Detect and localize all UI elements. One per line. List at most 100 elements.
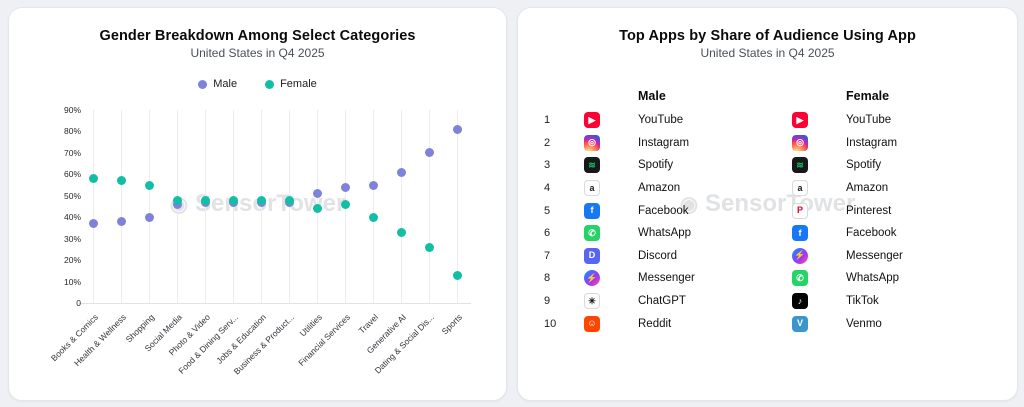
legend-label: Female: [280, 78, 317, 90]
female-app-name: Pinterest: [846, 204, 892, 217]
top-apps-card: Top Apps by Share of Audience Using App …: [517, 7, 1018, 401]
app-row: 1 ▶ YouTube ▶ YouTube: [544, 109, 1005, 132]
y-axis-label: 70%: [63, 147, 81, 158]
amazon-icon: a: [584, 180, 600, 197]
legend-label: Male: [213, 78, 238, 90]
app-row: 10 ☺ Reddit V Venmo: [544, 312, 1005, 335]
male-data-point: [340, 182, 350, 192]
female-data-point: [228, 195, 238, 205]
y-axis-label: 0: [76, 298, 81, 308]
female-app-name: Instagram: [846, 136, 898, 149]
youtube-icon: ▶: [792, 112, 808, 129]
app-row: 8 ⚡ Messenger ✆ WhatsApp: [544, 267, 1005, 290]
messenger-icon: ⚡: [584, 270, 600, 287]
male-data-point: [424, 148, 434, 158]
rank-label: 1: [544, 114, 551, 127]
male-app-name: Discord: [638, 249, 677, 262]
female-app-name: WhatsApp: [846, 272, 900, 285]
rank-label: 9: [544, 295, 551, 308]
legend-item-female: Female: [265, 78, 317, 90]
male-data-point: [88, 219, 98, 229]
female-data-point: [88, 174, 98, 184]
legend-item-male: Male: [198, 78, 237, 90]
youtube-icon: ▶: [584, 112, 600, 129]
male-app-name: YouTube: [638, 114, 684, 127]
left-panel-subtitle: United States in Q4 2025: [190, 46, 325, 60]
chart-legend: Male Female: [9, 78, 506, 90]
gridline: [373, 110, 374, 303]
y-axis-label: 20%: [63, 255, 81, 266]
female-app-name: Venmo: [846, 317, 882, 330]
venmo-icon: V: [792, 315, 808, 332]
female-legend-dot-icon: [265, 79, 275, 89]
male-app-name: Reddit: [638, 317, 672, 330]
rank-label: 10: [544, 317, 557, 330]
female-data-point: [312, 204, 322, 214]
reddit-icon: ☺: [584, 315, 600, 332]
y-axis-label: 40%: [63, 212, 81, 223]
spotify-icon: ≋: [792, 157, 808, 174]
female-app-name: Facebook: [846, 227, 897, 240]
app-row: 9 ✳ ChatGPT ♪ TikTok: [544, 290, 1005, 313]
female-data-point: [424, 242, 434, 252]
female-data-point: [396, 227, 406, 237]
app-row: 4 a Amazon a Amazon: [544, 177, 1005, 200]
scatter-chart: Books & Comics Health & Wellness Shopping S…: [9, 100, 506, 396]
male-data-point: [368, 180, 378, 190]
male-data-point: [116, 217, 126, 226]
female-data-point: [452, 270, 462, 280]
gridline: [93, 110, 94, 303]
female-app-name: Messenger: [846, 249, 903, 262]
right-panel-title: Top Apps by Share of Audience Using App: [619, 28, 916, 44]
male-app-name: Instagram: [638, 136, 690, 149]
female-app-name: Amazon: [846, 182, 889, 195]
female-column-header: Female: [846, 88, 890, 103]
rank-label: 5: [544, 204, 551, 217]
instagram-icon: ◎: [584, 134, 600, 151]
male-legend-dot-icon: [198, 79, 208, 89]
gridline: [401, 110, 402, 303]
rank-label: 6: [544, 227, 551, 240]
gender-breakdown-card: Gender Breakdown Among Select Categories…: [8, 7, 507, 401]
female-data-point: [116, 176, 126, 186]
male-app-name: Spotify: [638, 159, 674, 172]
facebook-icon: f: [584, 202, 600, 219]
female-data-point: [256, 195, 266, 205]
left-panel-title: Gender Breakdown Among Select Categories: [99, 28, 416, 44]
gridline: [457, 110, 458, 303]
y-axis-label: 90%: [63, 105, 81, 115]
rank-label: 7: [544, 249, 551, 262]
pinterest-icon: P: [792, 202, 808, 219]
app-row: 5 f Facebook P Pinterest: [544, 199, 1005, 222]
gridline: [149, 110, 150, 303]
female-data-point: [200, 195, 210, 205]
male-data-point: [452, 124, 462, 134]
male-data-point: [144, 212, 154, 222]
messenger-icon: ⚡: [792, 247, 808, 264]
male-column-header: Male: [638, 88, 666, 103]
rank-label: 2: [544, 136, 551, 149]
top-apps-list: Male Female 1 ▶ YouTube ▶ YouTube 2 ◎ Instagram ◎ I…: [544, 82, 1005, 335]
app-row: 3 ≋ Spotify ≋ Spotify: [544, 154, 1005, 177]
gridline: [121, 110, 122, 303]
y-axis-label: 60%: [63, 169, 81, 180]
y-axis-label: 10%: [63, 276, 81, 287]
y-axis-label: 50%: [63, 190, 81, 201]
app-row: 7 D Discord ⚡ Messenger: [544, 245, 1005, 268]
amazon-icon: a: [792, 180, 808, 197]
y-axis-label: 30%: [63, 233, 81, 244]
right-panel-subtitle: United States in Q4 2025: [700, 46, 835, 60]
rank-label: 8: [544, 272, 551, 285]
female-data-point: [368, 212, 378, 222]
chatgpt-icon: ✳: [584, 293, 600, 310]
whatsapp-icon: ✆: [584, 225, 600, 242]
male-data-point: [396, 167, 406, 177]
male-app-name: Facebook: [638, 204, 689, 217]
female-app-name: TikTok: [846, 295, 879, 308]
app-row: 2 ◎ Instagram ◎ Instagram: [544, 132, 1005, 155]
female-data-point: [172, 195, 182, 205]
female-data-point: [340, 199, 350, 209]
male-app-name: Amazon: [638, 182, 681, 195]
male-app-name: ChatGPT: [638, 295, 686, 308]
